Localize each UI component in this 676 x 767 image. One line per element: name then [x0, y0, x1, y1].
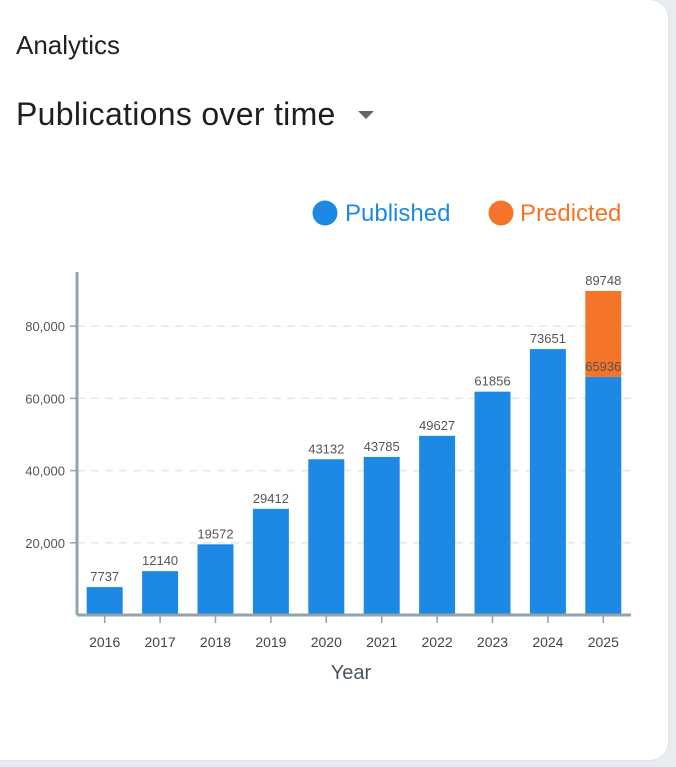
x-tick-label-2017: 2017 — [145, 634, 176, 650]
x-tick-label-2016: 2016 — [89, 634, 120, 650]
bar-published-2016 — [86, 587, 123, 615]
legend-label-predicted: Predicted — [520, 200, 621, 227]
chart-type-selector[interactable]: Publications over time — [16, 96, 374, 133]
x-tick-label-2024: 2024 — [532, 634, 563, 650]
y-tick-label: 20,000 — [25, 536, 65, 551]
bar-published-2023 — [474, 391, 511, 615]
data-label-2018: 19572 — [197, 526, 233, 541]
bar-published-2025 — [585, 376, 622, 615]
x-tick-label-2023: 2023 — [477, 634, 508, 650]
data-label-2019: 29412 — [253, 491, 289, 506]
tick-labels: 20,000 40,000 60,000 80,000 2016 2017 2018 2019… — [25, 319, 619, 650]
data-label-2016: 7737 — [90, 569, 119, 584]
x-axis-title: Year — [331, 662, 372, 684]
data-label-2022: 49627 — [419, 418, 455, 433]
bars — [86, 290, 622, 615]
data-label-2024: 73651 — [530, 331, 566, 346]
legend-label-published: Published — [345, 200, 450, 227]
legend-dot-published — [312, 200, 338, 226]
x-tick-label-2020: 2020 — [311, 634, 342, 650]
legend-dot-predicted — [488, 200, 514, 226]
y-tick-label: 40,000 — [25, 464, 65, 479]
selector-value: Publications over time — [16, 96, 336, 132]
section-label: Analytics — [16, 30, 121, 60]
data-labels: 7737 12140 19572 29412 43132 43785 49627 61856 7… — [90, 273, 621, 584]
data-label-2017: 12140 — [142, 553, 178, 568]
bar-published-2020 — [308, 459, 345, 615]
bar-predicted-2025 — [585, 290, 622, 377]
legend: Published Predicted — [312, 200, 621, 227]
data-label-2023: 61856 — [474, 374, 510, 389]
bar-published-2024 — [529, 349, 566, 615]
data-label-2020: 43132 — [308, 441, 344, 456]
bar-published-2019 — [252, 508, 289, 615]
caret-down-icon[interactable] — [357, 110, 374, 119]
x-tick-label-2021: 2021 — [366, 634, 397, 650]
x-tick-label-2022: 2022 — [422, 634, 453, 650]
x-tick-label-2018: 2018 — [200, 634, 231, 650]
axes: Year — [75, 272, 631, 684]
bar-published-2022 — [419, 435, 456, 615]
x-tick-label-2019: 2019 — [255, 634, 286, 650]
bar-published-2021 — [363, 456, 400, 615]
bar-published-2018 — [197, 544, 234, 615]
y-tick-label: 60,000 — [25, 391, 65, 406]
bar-published-2017 — [142, 571, 179, 615]
data-label-2025: 89748 — [585, 273, 621, 288]
data-label-2021: 43785 — [364, 439, 400, 454]
data-label-published-2025: 65936 — [585, 359, 621, 374]
y-tick-label: 80,000 — [25, 319, 65, 334]
x-tick-label-2025: 2025 — [588, 634, 619, 650]
